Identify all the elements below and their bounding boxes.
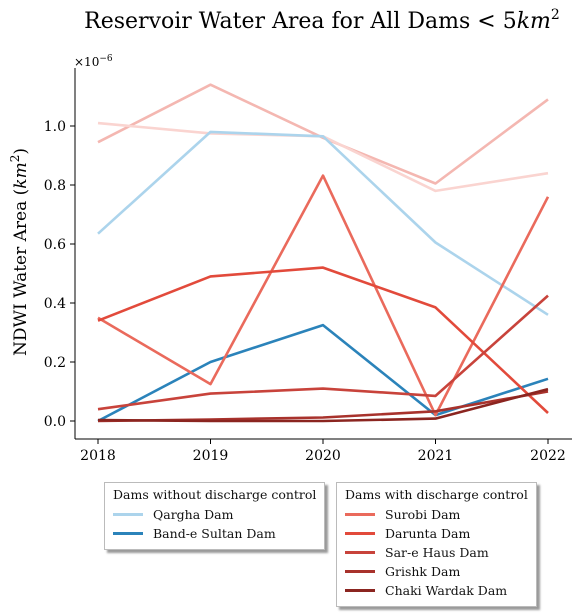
legend-label: Qargha Dam <box>153 507 234 522</box>
legend-swatch <box>345 570 375 573</box>
legend-label: Grishk Dam <box>385 564 461 579</box>
y-tick-label: 0.2 <box>44 355 66 371</box>
series-line-band-e-sultan-dam <box>97 323 549 423</box>
series-line-chaki-wardak-dam <box>97 387 549 423</box>
chart-title: Reservoir Water Area for All Dams < 5km2 <box>84 7 560 34</box>
y-axis-label: NDWI Water Area (km2) <box>8 148 31 356</box>
legend-item-chaki-wardak-dam: Chaki Wardak Dam <box>345 581 528 600</box>
legend-swatch <box>113 532 143 535</box>
y-tick-label: 0.4 <box>44 296 66 312</box>
series-line-sar-e-haus-dam <box>97 294 549 411</box>
legend-label: Chaki Wardak Dam <box>385 583 508 598</box>
legend-item-grishk-dam: Grishk Dam <box>345 562 528 581</box>
y-scale-label: ×10−6 <box>74 54 113 69</box>
legend-title: Dams with discharge control <box>345 487 528 502</box>
x-axis-ticks: 2018 2019 2020 2021 2022 <box>80 439 566 464</box>
legend-item-surobi-dam: Surobi Dam <box>345 505 528 524</box>
legend-item-darunta-dam: Darunta Dam <box>345 524 528 543</box>
legend-title: Dams without discharge control <box>113 487 317 502</box>
y-tick-label: 0.8 <box>44 178 66 194</box>
legend-label: Band-e Sultan Dam <box>153 526 276 541</box>
legend-label: Sar-e Haus Dam <box>385 545 489 560</box>
y-tick-label: 0.6 <box>44 237 66 253</box>
legend-item-band-e-sultan-dam: Band-e Sultan Dam <box>113 524 316 543</box>
legend-swatch <box>345 532 375 535</box>
legend-label: Darunta Dam <box>385 526 471 541</box>
y-axis-ticks: 0.0 0.2 0.4 0.6 0.8 1.0 <box>44 119 75 430</box>
legend-item-qargha-dam: Qargha Dam <box>113 505 316 524</box>
series-line-qargha-dam <box>97 130 549 316</box>
series-line-darunta-dam <box>97 266 549 414</box>
x-tick-label: 2019 <box>193 448 229 464</box>
x-tick-label: 2020 <box>305 448 341 464</box>
legend-swatch <box>345 513 375 516</box>
legend-item-sar-e-haus-dam: Sar-e Haus Dam <box>345 543 528 562</box>
legend-label: Surobi Dam <box>385 507 461 522</box>
plot-lines <box>97 83 550 423</box>
x-tick-label: 2022 <box>530 448 566 464</box>
series-line-unlabeled-2 <box>97 121 549 193</box>
legend-no-discharge-control: Dams without discharge control Qargha Da… <box>104 482 326 550</box>
series-line-unlabeled-1 <box>97 83 549 185</box>
legend-swatch <box>113 513 143 516</box>
y-tick-label: 1.0 <box>44 119 66 135</box>
y-tick-label: 0.0 <box>44 414 66 430</box>
x-tick-label: 2018 <box>80 448 116 464</box>
legend-discharge-control: Dams with discharge control Surobi Dam D… <box>336 482 537 607</box>
legend-swatch <box>345 551 375 554</box>
x-tick-label: 2021 <box>418 448 454 464</box>
legend-swatch <box>345 589 375 592</box>
